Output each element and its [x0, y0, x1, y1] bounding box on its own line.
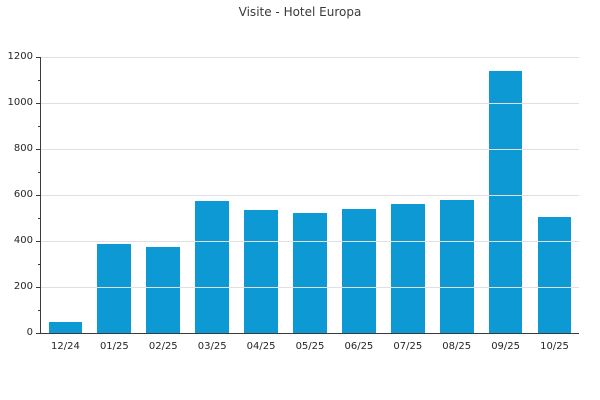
- gridline: [41, 57, 579, 58]
- y-tick-label: 200: [13, 281, 33, 292]
- x-axis-labels: 12/24 01/25 02/25 03/25 04/25 05/25 06/25 07/25…: [41, 341, 579, 352]
- y-minor-tick-mark: [38, 126, 40, 127]
- bar-slot: [41, 57, 90, 333]
- gridline: [41, 149, 579, 150]
- bars: [41, 57, 579, 333]
- x-tick-label: 04/25: [246, 341, 276, 352]
- x-tick-label: 01/25: [99, 341, 129, 352]
- bar-slot: [286, 57, 335, 333]
- bar-slot: [383, 57, 432, 333]
- x-tick-label: 09/25: [491, 341, 521, 352]
- gridline: [41, 195, 579, 196]
- y-tick-label: 400: [13, 235, 33, 246]
- bar-slot: [481, 57, 530, 333]
- bar-slot: [139, 57, 188, 333]
- bar: [97, 244, 132, 333]
- y-minor-tick-mark: [38, 172, 40, 173]
- bar: [537, 216, 572, 333]
- bar: [244, 209, 278, 333]
- bar: [195, 200, 230, 333]
- y-minor-tick-mark: [38, 218, 40, 219]
- bar: [48, 321, 83, 333]
- x-tick-label: 08/25: [442, 341, 472, 352]
- x-tick-label: 05/25: [295, 341, 325, 352]
- y-tick-mark: [36, 149, 40, 150]
- y-tick-label: 1000: [7, 97, 33, 108]
- y-tick-label: 0: [26, 327, 33, 338]
- plot-area: 12/24 01/25 02/25 03/25 04/25 05/25 06/25 07/25…: [8, 51, 579, 352]
- bar: [293, 213, 327, 333]
- bar: [439, 199, 474, 333]
- bar-slot: [90, 57, 139, 333]
- y-minor-tick-mark: [38, 264, 40, 265]
- bar: [146, 246, 181, 333]
- x-tick-label: 12/24: [51, 341, 80, 352]
- y-minor-tick-mark: [38, 310, 40, 311]
- bar-slot: [237, 57, 286, 333]
- x-tick-label: 07/25: [393, 341, 423, 352]
- x-tick-label: 06/25: [344, 341, 374, 352]
- gridline: [41, 241, 579, 242]
- bar: [488, 70, 523, 333]
- chart-title: Visite - Hotel Europa: [238, 5, 362, 19]
- bar-slot: [334, 57, 383, 333]
- bar: [342, 208, 376, 333]
- y-minor-tick-mark: [38, 80, 40, 81]
- bar-slot: [530, 57, 579, 333]
- bar: [390, 204, 425, 333]
- y-tick-label: 800: [13, 143, 33, 154]
- y-tick-mark: [36, 195, 40, 196]
- y-tick-mark: [36, 57, 40, 58]
- x-tick-label: 02/25: [148, 341, 178, 352]
- gridline: [41, 287, 579, 288]
- y-tick-mark: [36, 333, 40, 334]
- bar-slot: [432, 57, 481, 333]
- y-tick-label: 600: [13, 189, 33, 200]
- y-tick-mark: [36, 103, 40, 104]
- x-tick-label: 10/25: [540, 341, 569, 352]
- gridline: [41, 103, 579, 104]
- y-tick-label: 1200: [7, 51, 33, 62]
- y-tick-mark: [36, 241, 40, 242]
- x-tick-label: 03/25: [197, 341, 227, 352]
- bar-slot: [188, 57, 237, 333]
- y-tick-mark: [36, 287, 40, 288]
